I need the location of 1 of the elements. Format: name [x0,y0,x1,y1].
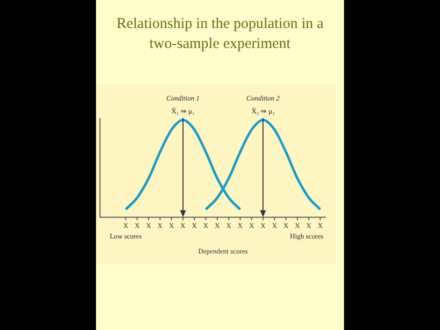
chart-title: Relationship in the population in a two-sample experiment [115,15,325,54]
